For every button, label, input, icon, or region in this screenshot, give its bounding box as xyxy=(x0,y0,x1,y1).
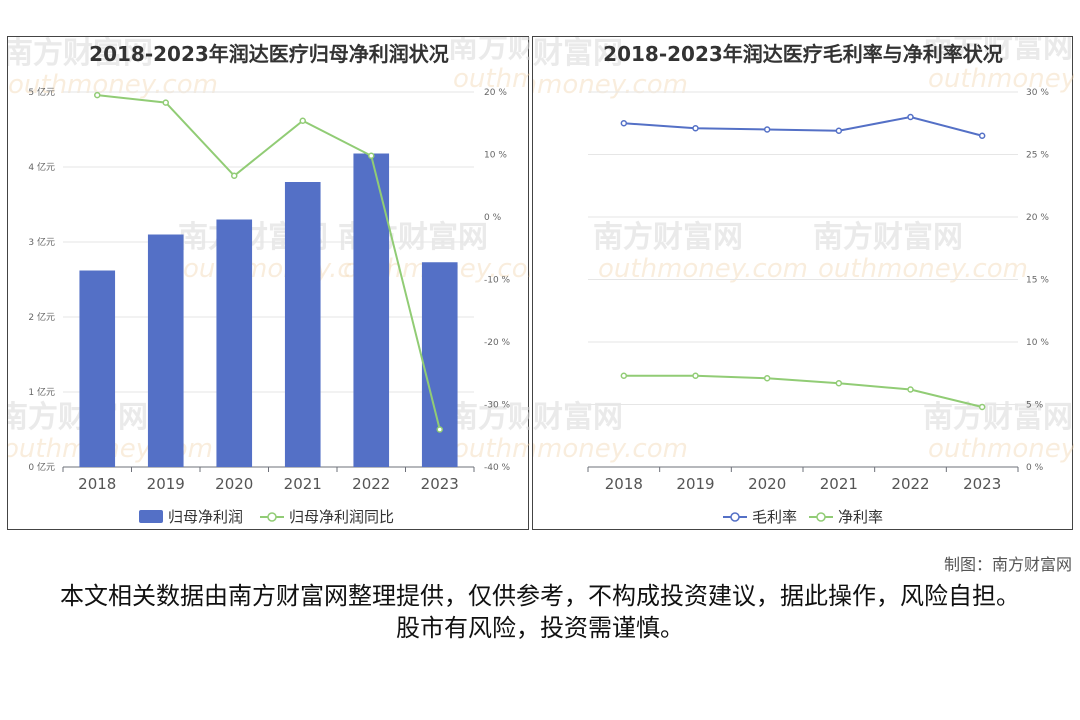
left-tick-label: 1 亿元 xyxy=(28,386,55,398)
yoy-point xyxy=(94,91,101,99)
watermark-text: outhmoney.com xyxy=(453,434,530,464)
profit-chart-panel: 南方财富网outhmoney.com南方财富网outhmoney.com南方财富… xyxy=(7,36,530,530)
right-tick-label: -20 % xyxy=(484,338,511,348)
watermark-text: 南方财富网 xyxy=(533,37,623,71)
right-tick-label: 20 % xyxy=(1026,213,1049,223)
bar xyxy=(147,234,184,467)
bar xyxy=(353,153,390,467)
margin-chart: 南方财富网outhmoney.com南方财富网outhmoney.com南方财富… xyxy=(533,37,1074,526)
gross-margin-point xyxy=(620,120,628,127)
yoy-point xyxy=(299,117,306,124)
yoy-point xyxy=(162,99,169,106)
watermark-text: 南方财富网 xyxy=(533,400,623,435)
watermark-text: outhmoney.com xyxy=(8,70,218,100)
gross-margin-point xyxy=(907,113,914,121)
x-tick-label: 2019 xyxy=(676,475,714,493)
gross-margin-point xyxy=(692,125,699,132)
gross-margin-point xyxy=(835,127,843,134)
bar xyxy=(79,270,116,467)
watermark-text: outhmoney.com xyxy=(533,70,688,100)
x-tick-label: 2019 xyxy=(147,475,185,493)
net-margin-line xyxy=(623,374,983,408)
right-tick-label: 5 % xyxy=(1026,401,1044,411)
left-tick-label: 5 亿元 xyxy=(28,86,55,98)
net-margin-point xyxy=(907,386,914,393)
right-tick-label: 25 % xyxy=(1026,151,1049,161)
x-tick-label: 2018 xyxy=(605,475,643,493)
right-tick-label: 10 % xyxy=(1026,338,1049,348)
watermark-text: outhmoney.com xyxy=(453,64,530,94)
x-tick-label: 2020 xyxy=(748,475,786,493)
x-tick-label: 2020 xyxy=(215,475,253,493)
legend: 归母净利润 归母净利润同比 xyxy=(139,508,394,526)
chart-title: 2018-2023年润达医疗毛利率与净利率状况 xyxy=(603,42,1003,66)
right-tick-label: 0 % xyxy=(484,213,502,223)
yoy-point xyxy=(368,152,375,159)
disclaimer-text: 本文相关数据由南方财富网整理提供，仅供参考，不构成投资建议，据此操作，风险自担。… xyxy=(60,582,1020,642)
watermark-text: 南方财富网 xyxy=(813,220,963,255)
net-margin-point xyxy=(978,403,986,411)
net-margin-point xyxy=(763,375,771,382)
legend-label: 毛利率 xyxy=(752,508,797,526)
watermark-text: outhmoney.com xyxy=(928,434,1074,464)
legend-swatch-marker xyxy=(267,512,277,522)
margin-chart-panel: 南方财富网outhmoney.com南方财富网outhmoney.com南方财富… xyxy=(532,36,1074,530)
net-margin-point xyxy=(692,372,699,379)
yoy-point xyxy=(436,426,443,433)
left-tick-label: 0 亿元 xyxy=(28,461,55,473)
left-tick-label: 4 亿元 xyxy=(28,161,55,173)
right-tick-label: 15 % xyxy=(1026,276,1049,286)
watermark-group: 南方财富网outhmoney.com南方财富网outhmoney.com南方财富… xyxy=(533,37,1074,464)
x-tick-label: 2023 xyxy=(421,475,459,493)
x-tick-label: 2021 xyxy=(284,475,322,493)
right-tick-label: 0 % xyxy=(1026,463,1044,473)
gross-margin-point xyxy=(978,132,986,139)
watermark-text: 南方财富网 xyxy=(8,400,148,435)
x-tick-label: 2018 xyxy=(78,475,116,493)
gross-margin-line xyxy=(623,115,983,137)
net-margin-point xyxy=(620,372,628,379)
bar xyxy=(421,262,458,467)
watermark-text: 南方财富网 xyxy=(448,37,530,65)
right-tick-label: -10 % xyxy=(484,276,511,286)
x-tick-label: 2022 xyxy=(891,475,929,493)
right-tick-label: -40 % xyxy=(484,463,511,473)
legend-swatch-marker xyxy=(816,512,826,522)
right-tick-label: 10 % xyxy=(484,151,507,161)
left-tick-label: 2 亿元 xyxy=(28,311,55,323)
left-tick-label: 3 亿元 xyxy=(28,236,55,248)
profit-chart: 南方财富网outhmoney.com南方财富网outhmoney.com南方财富… xyxy=(8,37,530,526)
legend-swatch-bar xyxy=(139,510,163,523)
x-tick-label: 2021 xyxy=(820,475,858,493)
net-margin-point xyxy=(835,380,843,387)
watermark-text: 南方财富网 xyxy=(923,400,1073,435)
watermark-text: outhmoney.com xyxy=(533,434,688,464)
x-tick-label: 2023 xyxy=(963,475,1001,493)
watermark-text: 南方财富网 xyxy=(923,37,1073,65)
watermark-text: outhmoney.com xyxy=(928,64,1074,94)
yoy-line xyxy=(97,94,441,430)
watermark-text: 南方财富网 xyxy=(448,400,530,435)
gross-margin-point xyxy=(763,126,771,133)
chart-title: 2018-2023年润达医疗归母净利润状况 xyxy=(89,42,449,66)
right-tick-label: -30 % xyxy=(484,401,511,411)
legend: 毛利率 净利率 xyxy=(723,508,883,526)
bar xyxy=(284,182,321,467)
legend-label: 归母净利润同比 xyxy=(289,508,394,526)
right-tick-label: 20 % xyxy=(484,88,507,98)
right-tick-label: 30 % xyxy=(1026,88,1049,98)
watermark-text: 南方财富网 xyxy=(593,220,743,255)
chart-credit: 制图：南方财富网 xyxy=(943,555,1072,574)
legend-swatch-marker xyxy=(730,512,740,522)
legend-label: 归母净利润 xyxy=(168,508,243,526)
legend-label: 净利率 xyxy=(838,508,883,526)
yoy-point xyxy=(231,172,238,179)
x-tick-label: 2022 xyxy=(352,475,390,493)
watermark-text: 南方财富网 xyxy=(8,37,153,71)
bar xyxy=(216,219,253,467)
